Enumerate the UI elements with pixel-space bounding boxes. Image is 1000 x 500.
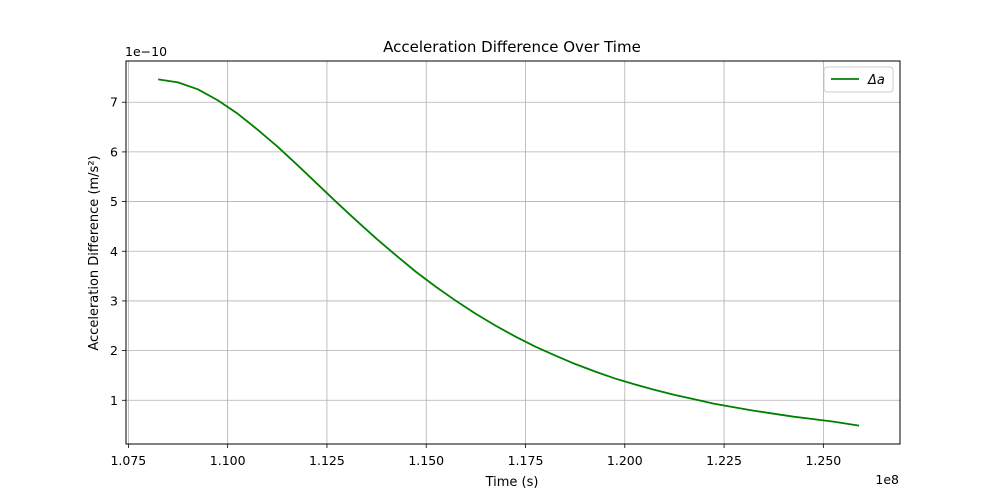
x-tick-label: 1.125 bbox=[309, 453, 345, 468]
y-tick-label: 3 bbox=[110, 293, 118, 308]
x-tick-label: 1.075 bbox=[110, 453, 146, 468]
y-tick-label: 6 bbox=[110, 144, 118, 159]
legend: Δa bbox=[823, 66, 894, 93]
y-axis-offset-label: 1e−10 bbox=[125, 44, 167, 59]
y-tick-label: 2 bbox=[110, 343, 118, 358]
x-axis-offset-label: 1e8 bbox=[875, 472, 899, 487]
y-axis-label: Acceleration Difference (m/s²) bbox=[87, 155, 102, 350]
plot-area-frame bbox=[125, 60, 901, 445]
x-tick-label: 1.250 bbox=[805, 453, 841, 468]
legend-label: Δa bbox=[867, 73, 885, 88]
y-tick-label: 5 bbox=[110, 194, 118, 209]
y-axis-ticks: 1 2 3 4 5 6 7 bbox=[110, 95, 126, 408]
x-axis-ticks: 1.075 1.100 1.125 1.150 1.175 1.200 1.225 1.250 bbox=[110, 444, 841, 468]
x-tick-label: 1.175 bbox=[508, 453, 544, 468]
x-tick-label: 1.100 bbox=[210, 453, 246, 468]
series-layer bbox=[158, 78, 860, 427]
y-tick-label: 1 bbox=[110, 393, 118, 408]
series-line-delta-a bbox=[158, 78, 860, 427]
grid bbox=[126, 61, 900, 444]
x-tick-label: 1.225 bbox=[706, 453, 742, 468]
x-tick-label: 1.150 bbox=[408, 453, 444, 468]
x-tick-label: 1.200 bbox=[607, 453, 643, 468]
chart-title: Acceleration Difference Over Time bbox=[383, 38, 641, 56]
y-tick-label: 4 bbox=[110, 244, 118, 259]
y-tick-label: 7 bbox=[110, 95, 118, 110]
x-axis-label: Time (s) bbox=[485, 475, 539, 490]
